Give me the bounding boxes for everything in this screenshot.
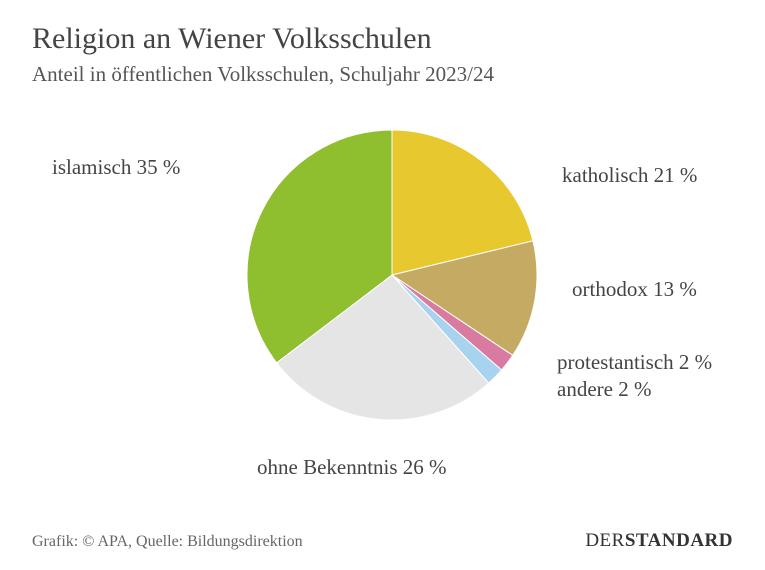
slice-label-katholisch: katholisch 21 % xyxy=(562,163,697,188)
brand-logo: DERSTANDARD xyxy=(585,530,733,552)
brand-light: DER xyxy=(585,530,625,551)
slice-label-islamisch: islamisch 35 % xyxy=(52,155,180,180)
credit-line: Grafik: © APA, Quelle: Bildungsdirektion xyxy=(32,533,303,551)
pie-chart-area: katholisch 21 % orthodox 13 % protestantis… xyxy=(32,105,732,485)
chart-title: Religion an Wiener Volksschulen xyxy=(32,22,733,56)
brand-bold: STANDARD xyxy=(625,530,733,551)
slice-label-andere: andere 2 % xyxy=(557,377,651,402)
chart-subtitle: Anteil in öffentlichen Volksschulen, Sch… xyxy=(32,62,733,87)
footer: Grafik: © APA, Quelle: Bildungsdirektion… xyxy=(32,530,733,552)
chart-frame: Religion an Wiener Volksschulen Anteil i… xyxy=(0,0,765,570)
pie-chart xyxy=(242,125,542,425)
slice-label-ohne: ohne Bekenntnis 26 % xyxy=(257,455,447,480)
slice-label-protestantisch: protestantisch 2 % xyxy=(557,350,712,375)
slice-label-orthodox: orthodox 13 % xyxy=(572,277,697,302)
